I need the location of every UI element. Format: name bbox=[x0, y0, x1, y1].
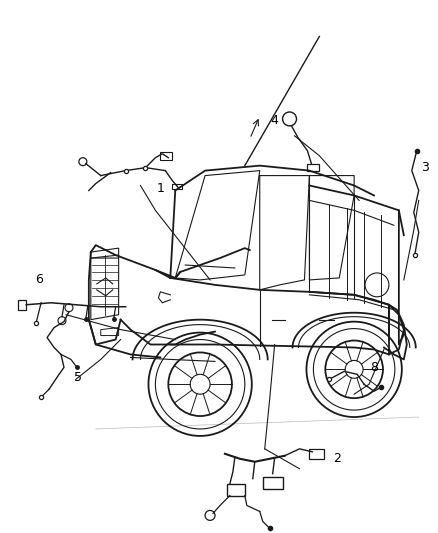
Bar bbox=[263, 477, 283, 489]
Text: 8: 8 bbox=[370, 361, 378, 374]
Bar bbox=[227, 483, 245, 496]
Bar bbox=[172, 183, 182, 190]
Text: 3: 3 bbox=[421, 161, 429, 174]
Bar bbox=[18, 300, 26, 310]
Bar bbox=[160, 152, 172, 160]
Text: 1: 1 bbox=[156, 182, 164, 195]
Bar bbox=[309, 449, 324, 459]
Text: 4: 4 bbox=[271, 115, 279, 127]
Text: 5: 5 bbox=[74, 371, 82, 384]
Bar bbox=[307, 164, 319, 171]
Text: 2: 2 bbox=[333, 453, 341, 465]
Text: 6: 6 bbox=[35, 273, 43, 286]
